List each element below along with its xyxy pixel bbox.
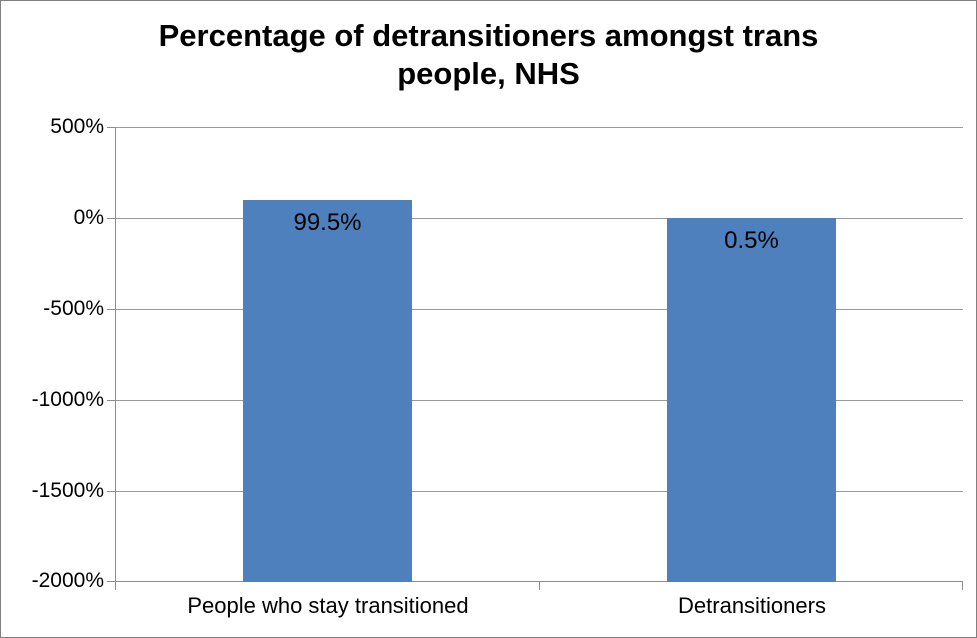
bar-data-label: 99.5% [293,209,362,236]
chart-title-line2: people, NHS [397,56,580,91]
y-axis-tick-label: 500% [50,115,104,138]
y-axis-tick [107,127,115,128]
y-axis-line [115,127,116,582]
y-axis-tick-label: -500% [43,297,104,320]
category-label: People who stay transitioned [187,593,469,618]
category-label: Detransitioners [678,593,826,618]
gridline [116,491,963,492]
bar [243,200,412,582]
bar [667,218,836,582]
chart-title-line1: Percentage of detransitioners amongst tr… [158,18,819,53]
y-axis-tick [107,309,115,310]
y-axis-tick [107,581,115,582]
y-axis-tick-label: 0% [73,206,104,229]
y-axis-tick [107,400,115,401]
y-axis-tick-label: -2000% [31,569,104,592]
x-axis-tick [115,582,116,590]
y-axis-tick [107,218,115,219]
gridline [116,309,963,310]
gridline [116,127,963,128]
x-axis-line [116,581,963,582]
bar-data-label: 0.5% [724,227,779,254]
y-axis-tick-label: -1000% [31,388,104,411]
y-axis-tick-label: -1500% [31,479,104,502]
plot-area: 99.5% 0.5% [116,127,963,582]
gridline [116,400,963,401]
y-axis-tick [107,491,115,492]
gridline [116,218,963,219]
x-axis-tick [539,582,540,590]
x-axis-tick [962,582,963,590]
chart-title: Percentage of detransitioners amongst tr… [1,17,976,93]
